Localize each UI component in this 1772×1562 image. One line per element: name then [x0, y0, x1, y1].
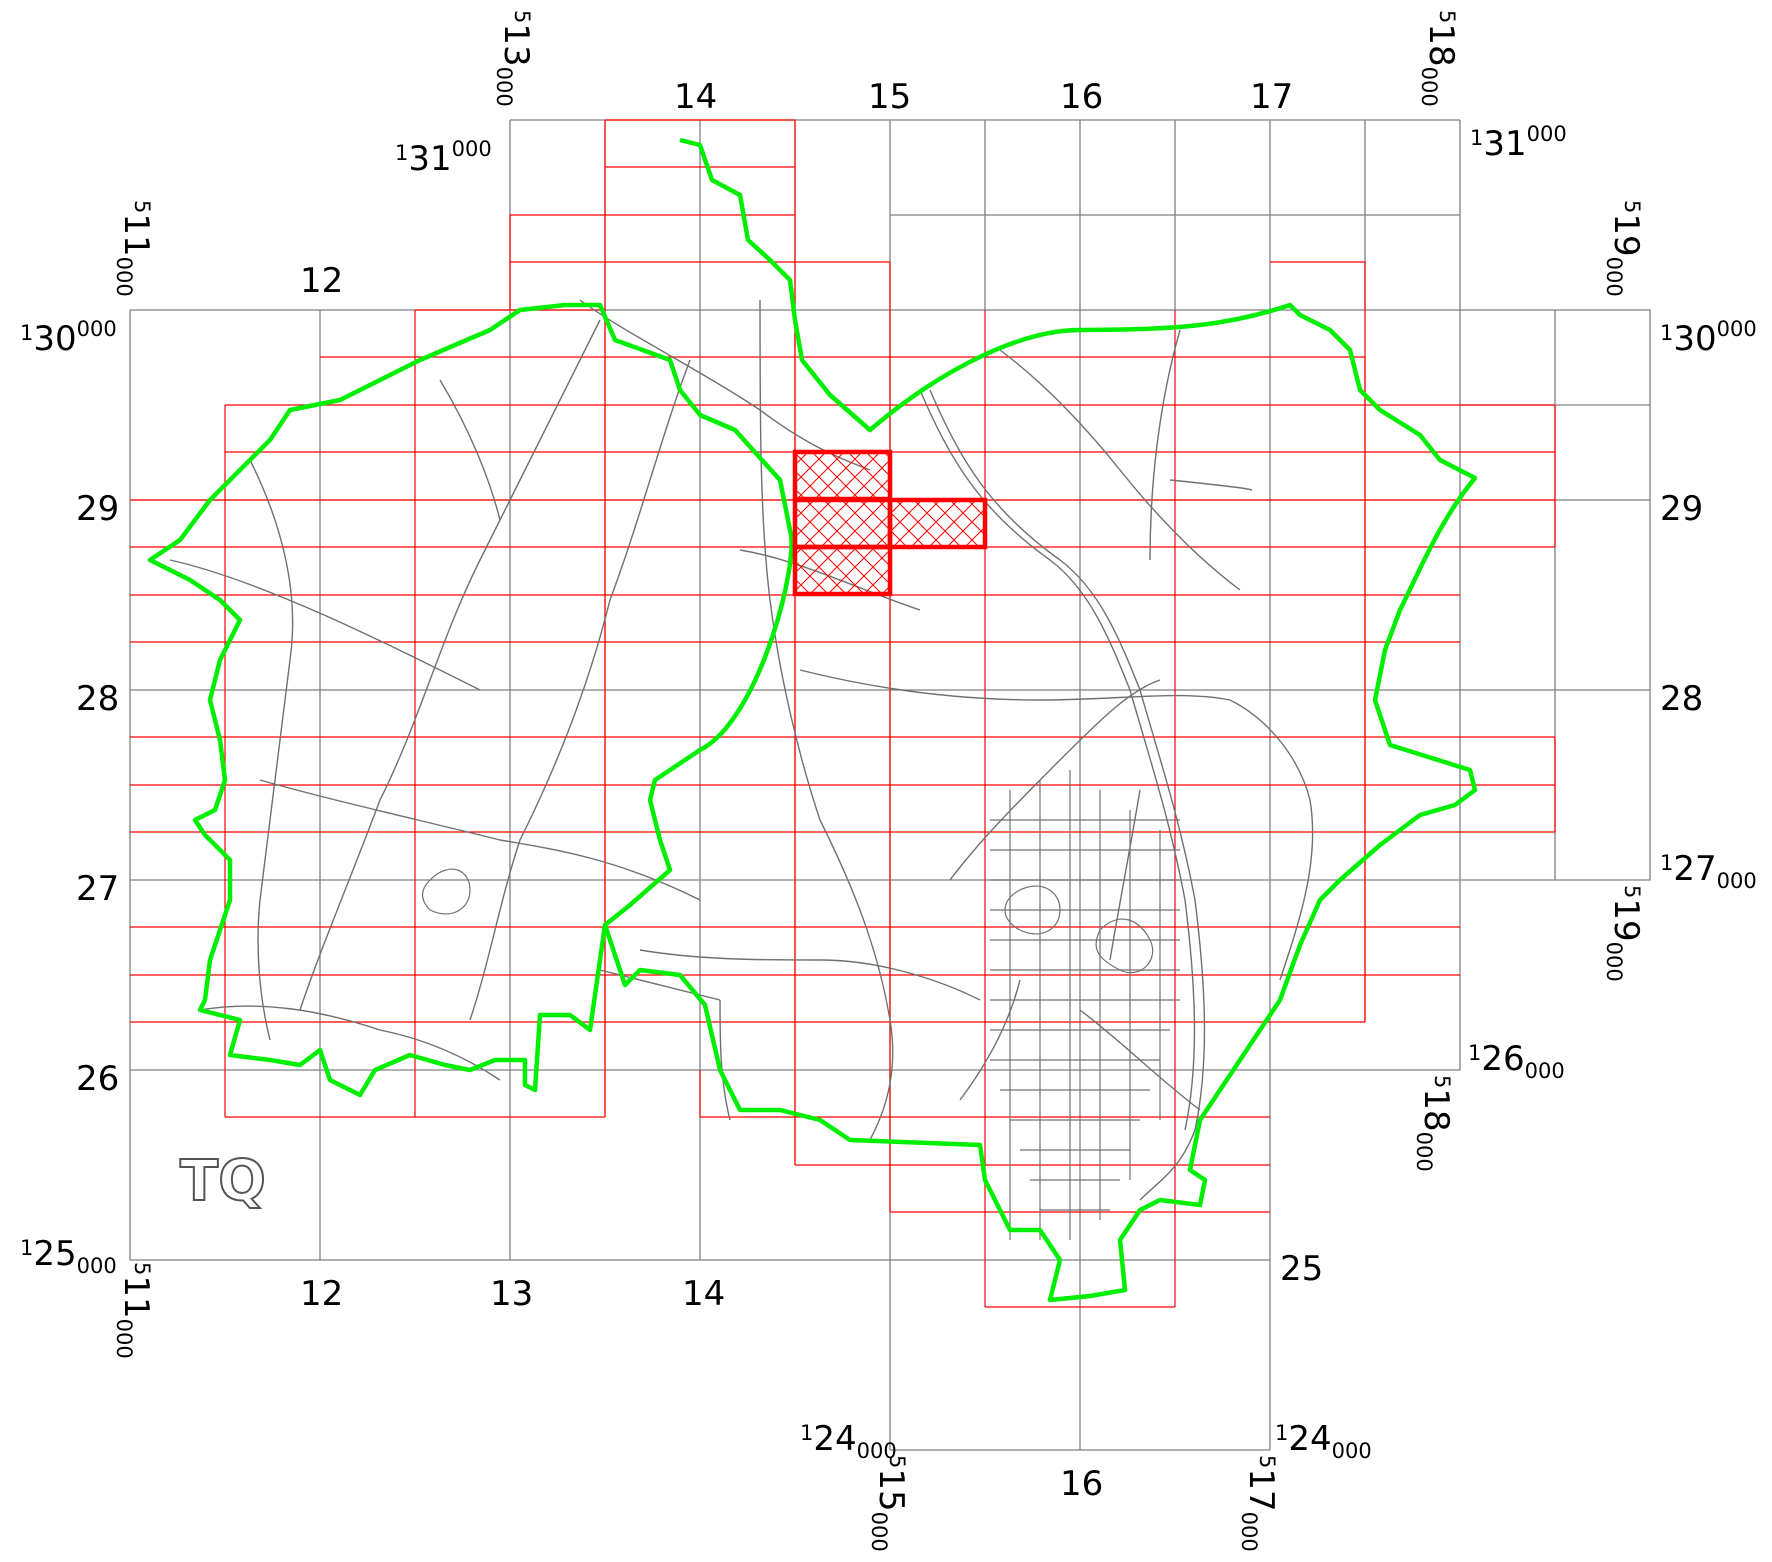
grid-coordinate-label: 124000 — [800, 1419, 897, 1463]
km-label-bottom: 13 — [490, 1274, 533, 1314]
km-label-left: 26 — [76, 1059, 119, 1099]
grid-coordinate-label: 124000 — [1275, 1419, 1372, 1463]
km-label-top: 14 — [674, 77, 717, 117]
grid-coordinate-label: 513000 — [492, 10, 536, 107]
km-label-right: 25 — [1280, 1249, 1323, 1289]
boundary-line — [147, 137, 1478, 1303]
km-label-right: 28 — [1660, 679, 1703, 719]
km-label-bottom: 12 — [300, 1274, 343, 1314]
highlight-tile — [887, 497, 988, 550]
grid-coordinate-label: 131000 — [395, 137, 492, 179]
grid-coordinate-label: 511000 — [112, 200, 156, 297]
km-label-right: 29 — [1660, 489, 1703, 529]
km-labels: 14 15 16 17 12 12 13 14 16 29 28 27 26 2… — [76, 77, 1703, 1504]
highlight-tile — [792, 449, 893, 502]
grid-coordinate-label: 127000 — [1660, 849, 1757, 893]
grid-coordinate-label: 515000 — [867, 1455, 911, 1552]
grid-coordinate-label: 125000 — [20, 1234, 117, 1278]
grid-coordinate-label: 130000 — [20, 317, 117, 359]
km-label-left: 29 — [76, 489, 119, 529]
grid-coordinate-label: 518000 — [1412, 1075, 1456, 1172]
grid-square-label: TQ — [180, 1149, 266, 1214]
grid-coordinate-label: 126000 — [1468, 1039, 1565, 1083]
highlight-tile — [792, 497, 893, 550]
km-label-left: 28 — [76, 679, 119, 719]
km-label-top: 12 — [300, 261, 343, 301]
grid-coordinate-label: 519000 — [1602, 200, 1646, 297]
km-label-bottom: 16 — [1060, 1464, 1103, 1504]
grid-coordinate-label: 130000 — [1660, 317, 1757, 359]
km-label-top: 17 — [1250, 77, 1293, 117]
grid-coordinate-label: 517000 — [1237, 1455, 1281, 1552]
grid-coordinate-label: 519000 — [1602, 885, 1646, 982]
urban-area — [421, 770, 1180, 1240]
km-label-top: 16 — [1060, 77, 1103, 117]
grid-coordinate-label: 511000 — [112, 1262, 156, 1359]
km-label-bottom: 14 — [682, 1274, 725, 1314]
grid-coordinate-label: 131000 — [1470, 122, 1567, 164]
highlight-tile — [792, 544, 893, 597]
highlighted-tiles — [792, 449, 988, 597]
tile-grid — [130, 119, 1556, 1308]
road-network — [169, 299, 1314, 1201]
km-label-top: 15 — [868, 77, 911, 117]
grid-coordinate-label: 518000 — [1417, 10, 1461, 107]
km-label-left: 27 — [76, 869, 119, 909]
